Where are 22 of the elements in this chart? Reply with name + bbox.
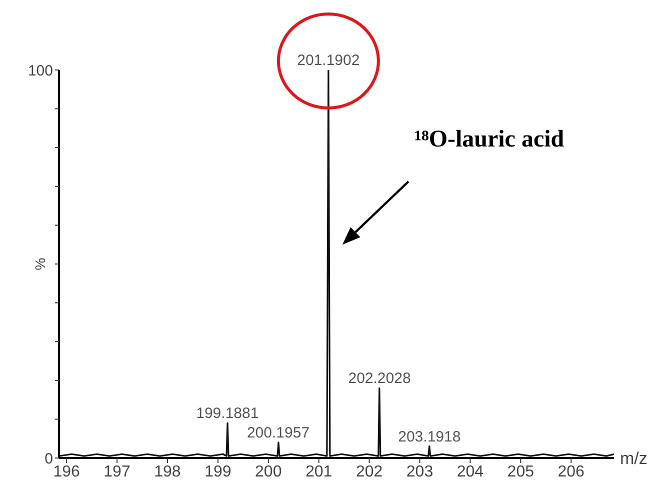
x-tick-label: 201 xyxy=(305,463,332,480)
x-tick-label: 206 xyxy=(558,463,585,480)
x-tick-label: 196 xyxy=(53,463,80,480)
x-tick-label: 199 xyxy=(204,463,232,480)
annotation: 203.1918 xyxy=(398,428,461,446)
line-series xyxy=(59,70,614,457)
x-tick-label: 205 xyxy=(507,463,534,480)
x-tick-label: 198 xyxy=(154,463,181,480)
y-tick-label: 0 xyxy=(44,450,53,468)
x-axis-title: m/z xyxy=(620,449,648,468)
x-tick-label: 203 xyxy=(406,463,434,480)
y-axis-title: % xyxy=(32,258,48,270)
x-tick-label: 204 xyxy=(456,463,484,480)
y-tick-label: 100 xyxy=(28,62,53,80)
x-tick-label: 197 xyxy=(104,463,130,480)
annotation: 199.1881 xyxy=(196,405,259,422)
annotation: 201.1902 xyxy=(297,52,360,69)
annotation: 202.2028 xyxy=(348,370,411,388)
annotation: 200.1957 xyxy=(246,424,310,442)
annotation: ¹⁸O-lauric acid xyxy=(414,126,565,153)
x-tick-label: 200 xyxy=(255,463,282,480)
x-tick-label: 202 xyxy=(356,463,383,480)
